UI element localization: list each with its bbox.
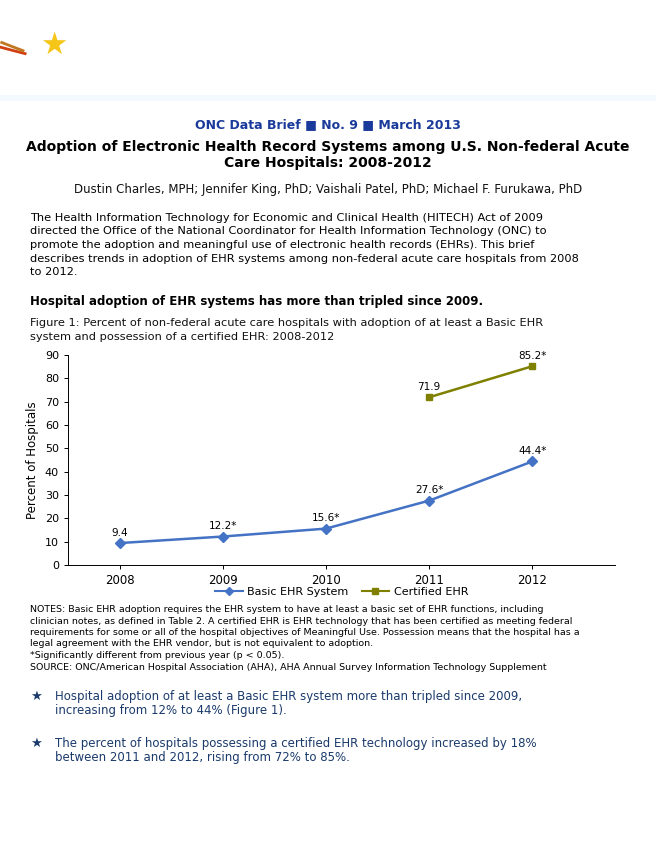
- Text: 85.2*: 85.2*: [518, 351, 546, 361]
- Text: Hospital adoption of at least a Basic EHR system more than tripled since 2009,: Hospital adoption of at least a Basic EH…: [55, 690, 522, 703]
- Legend: Basic EHR System, Certified EHR: Basic EHR System, Certified EHR: [211, 583, 473, 601]
- Text: describes trends in adoption of EHR systems among non-federal acute care hospita: describes trends in adoption of EHR syst…: [30, 253, 579, 263]
- Text: 27.6*: 27.6*: [415, 486, 443, 495]
- Text: The percent of hospitals possessing a certified EHR technology increased by 18%: The percent of hospitals possessing a ce…: [55, 737, 537, 750]
- Text: Health Information Technology: Health Information Technology: [92, 63, 338, 78]
- Text: legal agreement with the EHR vendor, but is not equivalent to adoption.: legal agreement with the EHR vendor, but…: [30, 639, 373, 649]
- Text: ONC Data Brief ■ No. 9 ■ March 2013: ONC Data Brief ■ No. 9 ■ March 2013: [195, 118, 461, 131]
- Text: directed the Office of the National Coordinator for Health Information Technolog: directed the Office of the National Coor…: [30, 227, 546, 237]
- Polygon shape: [525, 0, 656, 66]
- Text: The Health Information Technology for Economic and Clinical Health (HITECH) Act : The Health Information Technology for Ec…: [30, 213, 543, 223]
- Text: Care Hospitals: 2008-2012: Care Hospitals: 2008-2012: [224, 156, 432, 170]
- Text: Dustin Charles, MPH; Jennifer King, PhD; Vaishali Patel, PhD; Michael F. Furukaw: Dustin Charles, MPH; Jennifer King, PhD;…: [74, 183, 582, 196]
- Text: SOURCE: ONC/American Hospital Association (AHA), AHA Annual Survey Information T: SOURCE: ONC/American Hospital Associatio…: [30, 662, 546, 672]
- Text: ★: ★: [40, 31, 68, 60]
- Polygon shape: [440, 0, 656, 86]
- Text: 9.4: 9.4: [112, 528, 128, 538]
- Text: between 2011 and 2012, rising from 72% to 85%.: between 2011 and 2012, rising from 72% t…: [55, 751, 350, 764]
- Polygon shape: [328, 0, 656, 101]
- Text: Hospital adoption of EHR systems has more than tripled since 2009.: Hospital adoption of EHR systems has mor…: [30, 295, 483, 308]
- Text: 44.4*: 44.4*: [518, 446, 546, 456]
- Text: ★: ★: [30, 737, 42, 750]
- Text: The Office of the National Coordinator for: The Office of the National Coordinator f…: [92, 26, 318, 35]
- Text: ★: ★: [30, 690, 42, 703]
- Text: 12.2*: 12.2*: [209, 522, 237, 531]
- Text: Adoption of Electronic Health Record Systems among U.S. Non-federal Acute: Adoption of Electronic Health Record Sys…: [26, 140, 630, 154]
- Text: 15.6*: 15.6*: [312, 513, 340, 523]
- Text: NOTES: Basic EHR adoption requires the EHR system to have at least a basic set o: NOTES: Basic EHR adoption requires the E…: [30, 605, 544, 614]
- Text: promote the adoption and meaningful use of electronic health records (EHRs). Thi: promote the adoption and meaningful use …: [30, 240, 535, 250]
- Y-axis label: Percent of Hospitals: Percent of Hospitals: [26, 402, 39, 519]
- Text: 71.9: 71.9: [418, 382, 441, 392]
- Text: *Significantly different from previous year (p < 0.05).: *Significantly different from previous y…: [30, 651, 284, 660]
- Polygon shape: [590, 0, 656, 45]
- Text: Figure 1: Percent of non-federal acute care hospitals with adoption of at least : Figure 1: Percent of non-federal acute c…: [30, 318, 543, 328]
- Text: requirements for some or all of the hospital objectives of Meaningful Use. Posse: requirements for some or all of the hosp…: [30, 628, 580, 637]
- Text: clinician notes, as defined in Table 2. A certified EHR is EHR technology that h: clinician notes, as defined in Table 2. …: [30, 617, 573, 625]
- Bar: [0, 95, 656, 103]
- Text: increasing from 12% to 44% (Figure 1).: increasing from 12% to 44% (Figure 1).: [55, 704, 287, 717]
- Text: to 2012.: to 2012.: [30, 267, 77, 277]
- Text: system and possession of a certified EHR: 2008-2012: system and possession of a certified EHR…: [30, 332, 335, 342]
